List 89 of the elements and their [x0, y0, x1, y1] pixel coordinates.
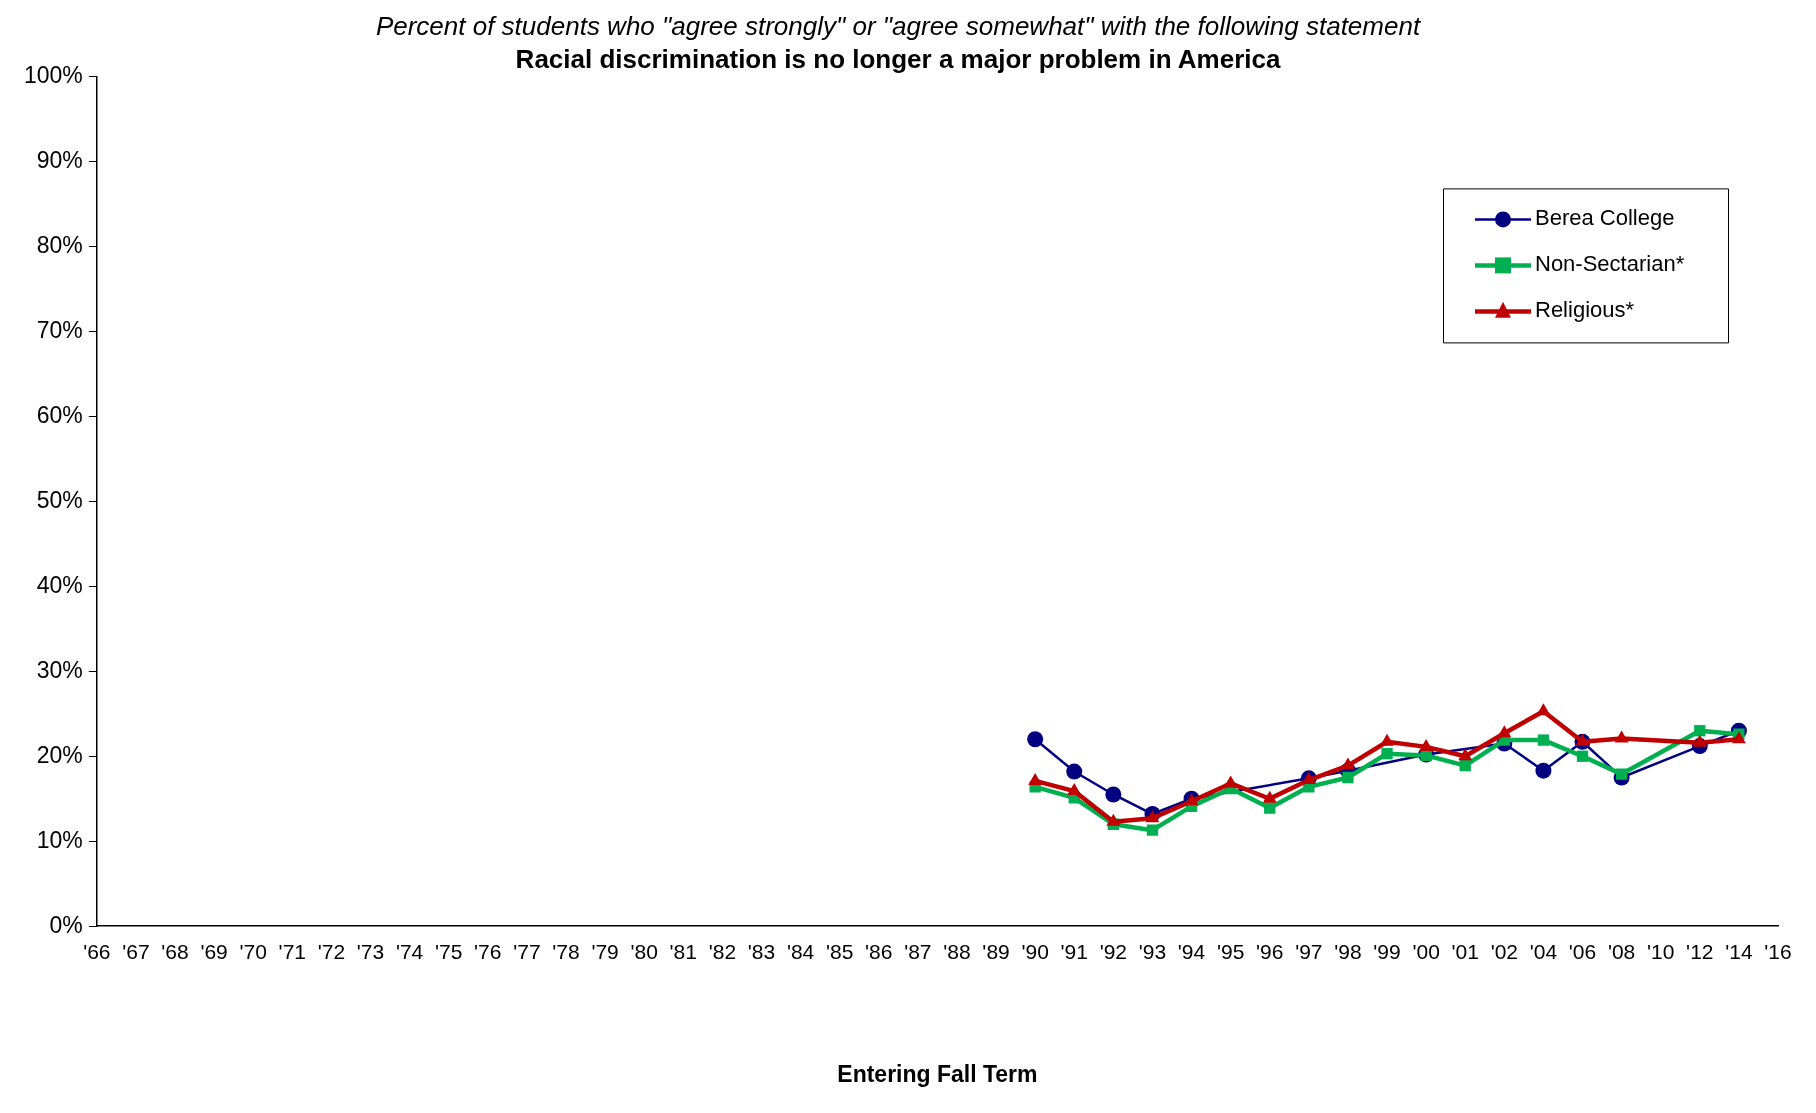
x-tick-label: '08: [1607, 939, 1636, 963]
legend-label: Berea College: [1535, 205, 1675, 231]
x-tick-label: '68: [161, 939, 189, 963]
legend-label: Religious*: [1535, 297, 1635, 323]
x-tick-label: '83: [747, 939, 776, 963]
y-tick-label: 100%: [24, 61, 83, 88]
point: [1262, 790, 1277, 803]
x-tick-label: '02: [1490, 939, 1519, 963]
y-tick-label: 70%: [36, 316, 83, 343]
point: [1027, 731, 1044, 748]
x-tick-label: '76: [474, 939, 502, 963]
x-tick-label: '98: [1334, 939, 1362, 963]
y-tick-label: 10%: [36, 826, 83, 853]
x-tick-label: '67: [122, 939, 150, 963]
x-tick-label: '92: [1099, 939, 1128, 963]
x-tick-label: '72: [317, 939, 346, 963]
point: [1381, 748, 1393, 760]
x-tick-label: '80: [630, 939, 658, 963]
x-tick-label: '75: [435, 939, 463, 963]
x-tick-label: '10: [1647, 939, 1675, 963]
x-axis-title: Entering Fall Term: [837, 1060, 1038, 1087]
y-tick-label: 90%: [36, 146, 83, 173]
x-tick-label: '85: [825, 939, 854, 963]
x-tick-label: '16: [1764, 939, 1792, 963]
y-tick-label: 0%: [49, 911, 83, 938]
x-tick-label: '81: [669, 939, 697, 963]
x-tick-label: '70: [239, 939, 267, 963]
point: [1067, 783, 1082, 796]
point: [1575, 733, 1590, 746]
point: [1106, 813, 1121, 826]
x-tick-label: '90: [1021, 939, 1049, 963]
x-tick-label: '93: [1138, 939, 1167, 963]
x-tick-label: '78: [552, 939, 580, 963]
x-tick-label: '88: [943, 939, 971, 963]
point: [1692, 734, 1707, 747]
x-tick-label: '84: [786, 939, 815, 963]
point: [1419, 738, 1434, 751]
y-tick-label: 80%: [36, 231, 83, 258]
x-tick-label: '73: [356, 939, 385, 963]
chart-subtitle: Percent of students who "agree strongly" or "agree somewhat" with the following statement: [375, 10, 1422, 41]
point: [1614, 730, 1629, 743]
x-tick-label: '69: [200, 939, 228, 963]
x-tick-label: '89: [982, 939, 1010, 963]
y-tick-label: 30%: [36, 656, 83, 683]
x-tick-label: '71: [278, 939, 306, 963]
y-tick-label: 60%: [36, 401, 83, 428]
x-tick-label: '99: [1373, 939, 1401, 963]
x-tick-label: '66: [83, 939, 111, 963]
x-tick-label: '01: [1451, 939, 1479, 963]
point: [1342, 771, 1354, 784]
point: [1731, 731, 1746, 744]
y-tick-label: 40%: [36, 571, 83, 598]
x-tick-label: '00: [1412, 939, 1440, 963]
point: [1536, 703, 1551, 716]
y-tick-label: 50%: [36, 486, 83, 513]
x-tick-label: '95: [1216, 939, 1245, 963]
point: [1576, 750, 1589, 762]
point: [1535, 762, 1552, 779]
x-tick-label: '86: [865, 939, 893, 963]
point: [1380, 733, 1394, 746]
point: [1458, 748, 1473, 761]
x-tick-label: '97: [1295, 939, 1323, 963]
point: [1694, 725, 1706, 737]
point: [1066, 763, 1083, 780]
point: [1459, 759, 1471, 772]
x-tick-label: '12: [1686, 939, 1714, 963]
point: [1264, 802, 1276, 814]
x-tick-label: '77: [513, 939, 541, 963]
point: [1615, 768, 1628, 780]
legend-label: Non-Sectarian*: [1535, 251, 1685, 277]
point: [1105, 786, 1122, 803]
point: [1497, 725, 1512, 738]
x-tick-label: '94: [1177, 939, 1206, 963]
chart-title: Racial discrimination is no longer a major problem in America: [515, 43, 1281, 74]
point: [1537, 734, 1550, 746]
x-tick-label: '82: [708, 939, 737, 963]
point: [1028, 772, 1043, 785]
y-tick-label: 20%: [36, 741, 83, 768]
x-tick-label: '04: [1529, 939, 1558, 963]
x-tick-label: '06: [1568, 939, 1597, 963]
point: [1145, 810, 1160, 823]
point: [1341, 757, 1355, 770]
x-tick-label: '87: [904, 939, 932, 963]
x-tick-label: '96: [1256, 939, 1284, 963]
point: [1146, 824, 1159, 836]
x-tick-label: '91: [1060, 939, 1088, 963]
x-tick-label: '74: [395, 939, 424, 963]
x-tick-label: '79: [591, 939, 619, 963]
x-tick-label: '14: [1725, 939, 1753, 963]
